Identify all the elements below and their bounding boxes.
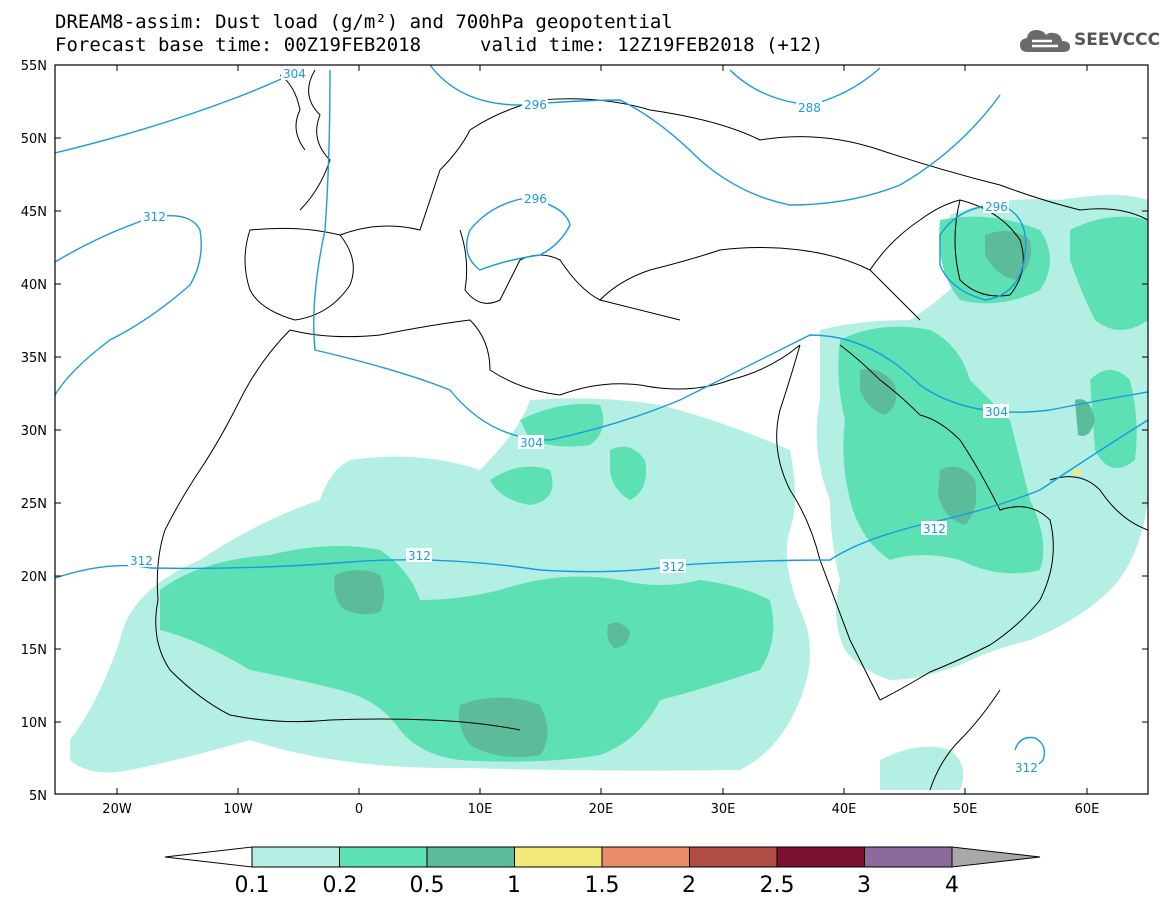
lon-label: 20W <box>102 802 132 817</box>
forecast-base-time: Forecast base time: 00Z19FEB2018 <box>55 34 422 56</box>
colorbar-label: 3 <box>857 873 871 898</box>
lat-labels: 55N 50N 45N 40N 35N 30N 25N 20N 15N 10N … <box>21 59 47 804</box>
colorbar-label: 1 <box>507 873 521 898</box>
contour-label: 304 <box>283 67 306 81</box>
contour-label: 312 <box>143 210 166 224</box>
colorbar <box>164 846 1041 868</box>
contour-label: 288 <box>798 101 821 115</box>
colorbar-segment <box>689 846 778 868</box>
lon-ticks <box>116 65 1088 794</box>
logo-text: SEEVCCC <box>1074 30 1161 50</box>
colorbar-under-arrow <box>164 846 253 868</box>
lat-label: 30N <box>21 424 47 439</box>
lat-ticks <box>55 137 1148 723</box>
lat-label: 45N <box>21 205 47 220</box>
colorbar-label: 2.5 <box>760 873 795 898</box>
lat-label: 5N <box>29 789 47 804</box>
contour-label: 296 <box>524 98 547 112</box>
lat-label: 20N <box>21 570 47 585</box>
colorbar-labels: 0.1 0.2 0.5 1 1.5 2 2.5 3 4 <box>235 873 960 898</box>
colorbar-label: 1.5 <box>585 873 620 898</box>
lat-label: 25N <box>21 497 47 512</box>
lat-label: 55N <box>21 59 47 74</box>
colorbar-label: 0.2 <box>323 873 358 898</box>
contour-label: 312 <box>130 554 153 568</box>
contour-label: 312 <box>662 560 685 574</box>
lon-label: 50E <box>953 802 978 817</box>
dust-shading <box>70 195 1148 790</box>
lat-label: 50N <box>21 132 47 147</box>
colorbar-segment <box>339 846 428 868</box>
colorbar-label: 0.5 <box>410 873 445 898</box>
colorbar-segment <box>514 846 603 868</box>
lat-label: 35N <box>21 351 47 366</box>
lon-label: 30E <box>711 802 736 817</box>
contour-label: 312 <box>1015 761 1038 775</box>
colorbar-over-arrow <box>951 846 1041 868</box>
dust-medium-area <box>160 216 1148 762</box>
colorbar-label: 4 <box>945 873 959 898</box>
contour-label: 304 <box>520 436 543 450</box>
colorbar-segment <box>864 846 953 868</box>
lon-label: 20E <box>589 802 614 817</box>
lat-label: 40N <box>21 278 47 293</box>
colorbar-label: 0.1 <box>235 873 270 898</box>
lon-labels: 20W 10W 0 10E 20E 30E 40E 50E 60E <box>102 802 1099 817</box>
lon-label: 40E <box>832 802 857 817</box>
colorbar-segment <box>776 846 865 868</box>
colorbar-label: 2 <box>682 873 696 898</box>
contour-label: 304 <box>985 405 1008 419</box>
lon-label: 10E <box>468 802 493 817</box>
dust-hotspot <box>1072 469 1082 475</box>
contour-label: 312 <box>923 522 946 536</box>
colorbar-segment <box>426 846 515 868</box>
contour-label: 296 <box>985 200 1008 214</box>
colorbar-segment <box>251 846 340 868</box>
lon-label: 0 <box>355 802 363 817</box>
lat-label: 10N <box>21 716 47 731</box>
coastlines <box>155 69 1148 791</box>
colorbar-segment <box>601 846 690 868</box>
valid-time: valid time: 12Z19FEB2018 (+12) <box>480 34 824 56</box>
lat-label: 15N <box>21 643 47 658</box>
contour-label: 312 <box>408 549 431 563</box>
contour-labels: 304 296 288 296 296 312 304 312 312 312 … <box>128 66 1039 775</box>
contour-label: 296 <box>524 192 547 206</box>
lon-label: 10W <box>223 802 253 817</box>
map-title: DREAM8-assim: Dust load (g/m²) and 700hP… <box>55 11 673 33</box>
cloud-icon <box>1020 30 1070 52</box>
lon-label: 60E <box>1075 802 1100 817</box>
seevccc-logo: SEEVCCC <box>1018 26 1160 56</box>
